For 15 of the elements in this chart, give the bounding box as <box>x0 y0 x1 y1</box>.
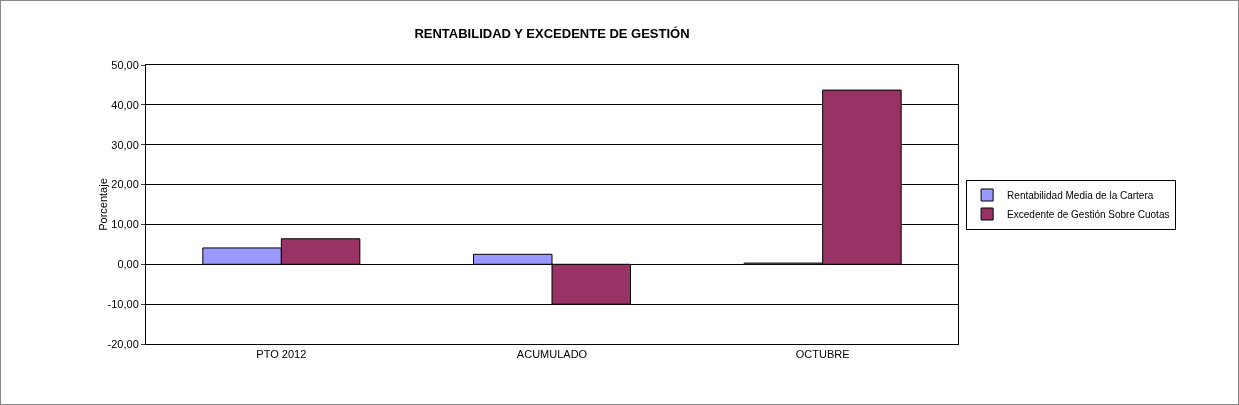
y-tick-label: -10,00 <box>107 297 139 310</box>
x-tick-label: OCTUBRE <box>795 348 850 361</box>
y-tick-label: 20,00 <box>111 178 139 191</box>
y-tick-label: 10,00 <box>111 218 139 231</box>
x-tick-label: PTO 2012 <box>256 348 307 361</box>
legend-label: Excedente de Gestión Sobre Cuotas <box>1007 208 1170 220</box>
x-tick-label: ACUMULADO <box>516 348 588 361</box>
y-tick-label: 30,00 <box>111 138 139 151</box>
legend-label: Rentabilidad Media de la Cartera <box>1007 189 1154 201</box>
chart-title: RENTABILIDAD Y EXCEDENTE DE GESTIÓN <box>414 26 690 42</box>
y-tick-label: 40,00 <box>111 98 139 111</box>
y-axis-title: Porcentaje <box>97 178 110 231</box>
y-tick-label: 0,00 <box>117 258 139 271</box>
y-tick-label: 50,00 <box>111 58 139 71</box>
y-tick-label: -20,00 <box>107 337 139 350</box>
